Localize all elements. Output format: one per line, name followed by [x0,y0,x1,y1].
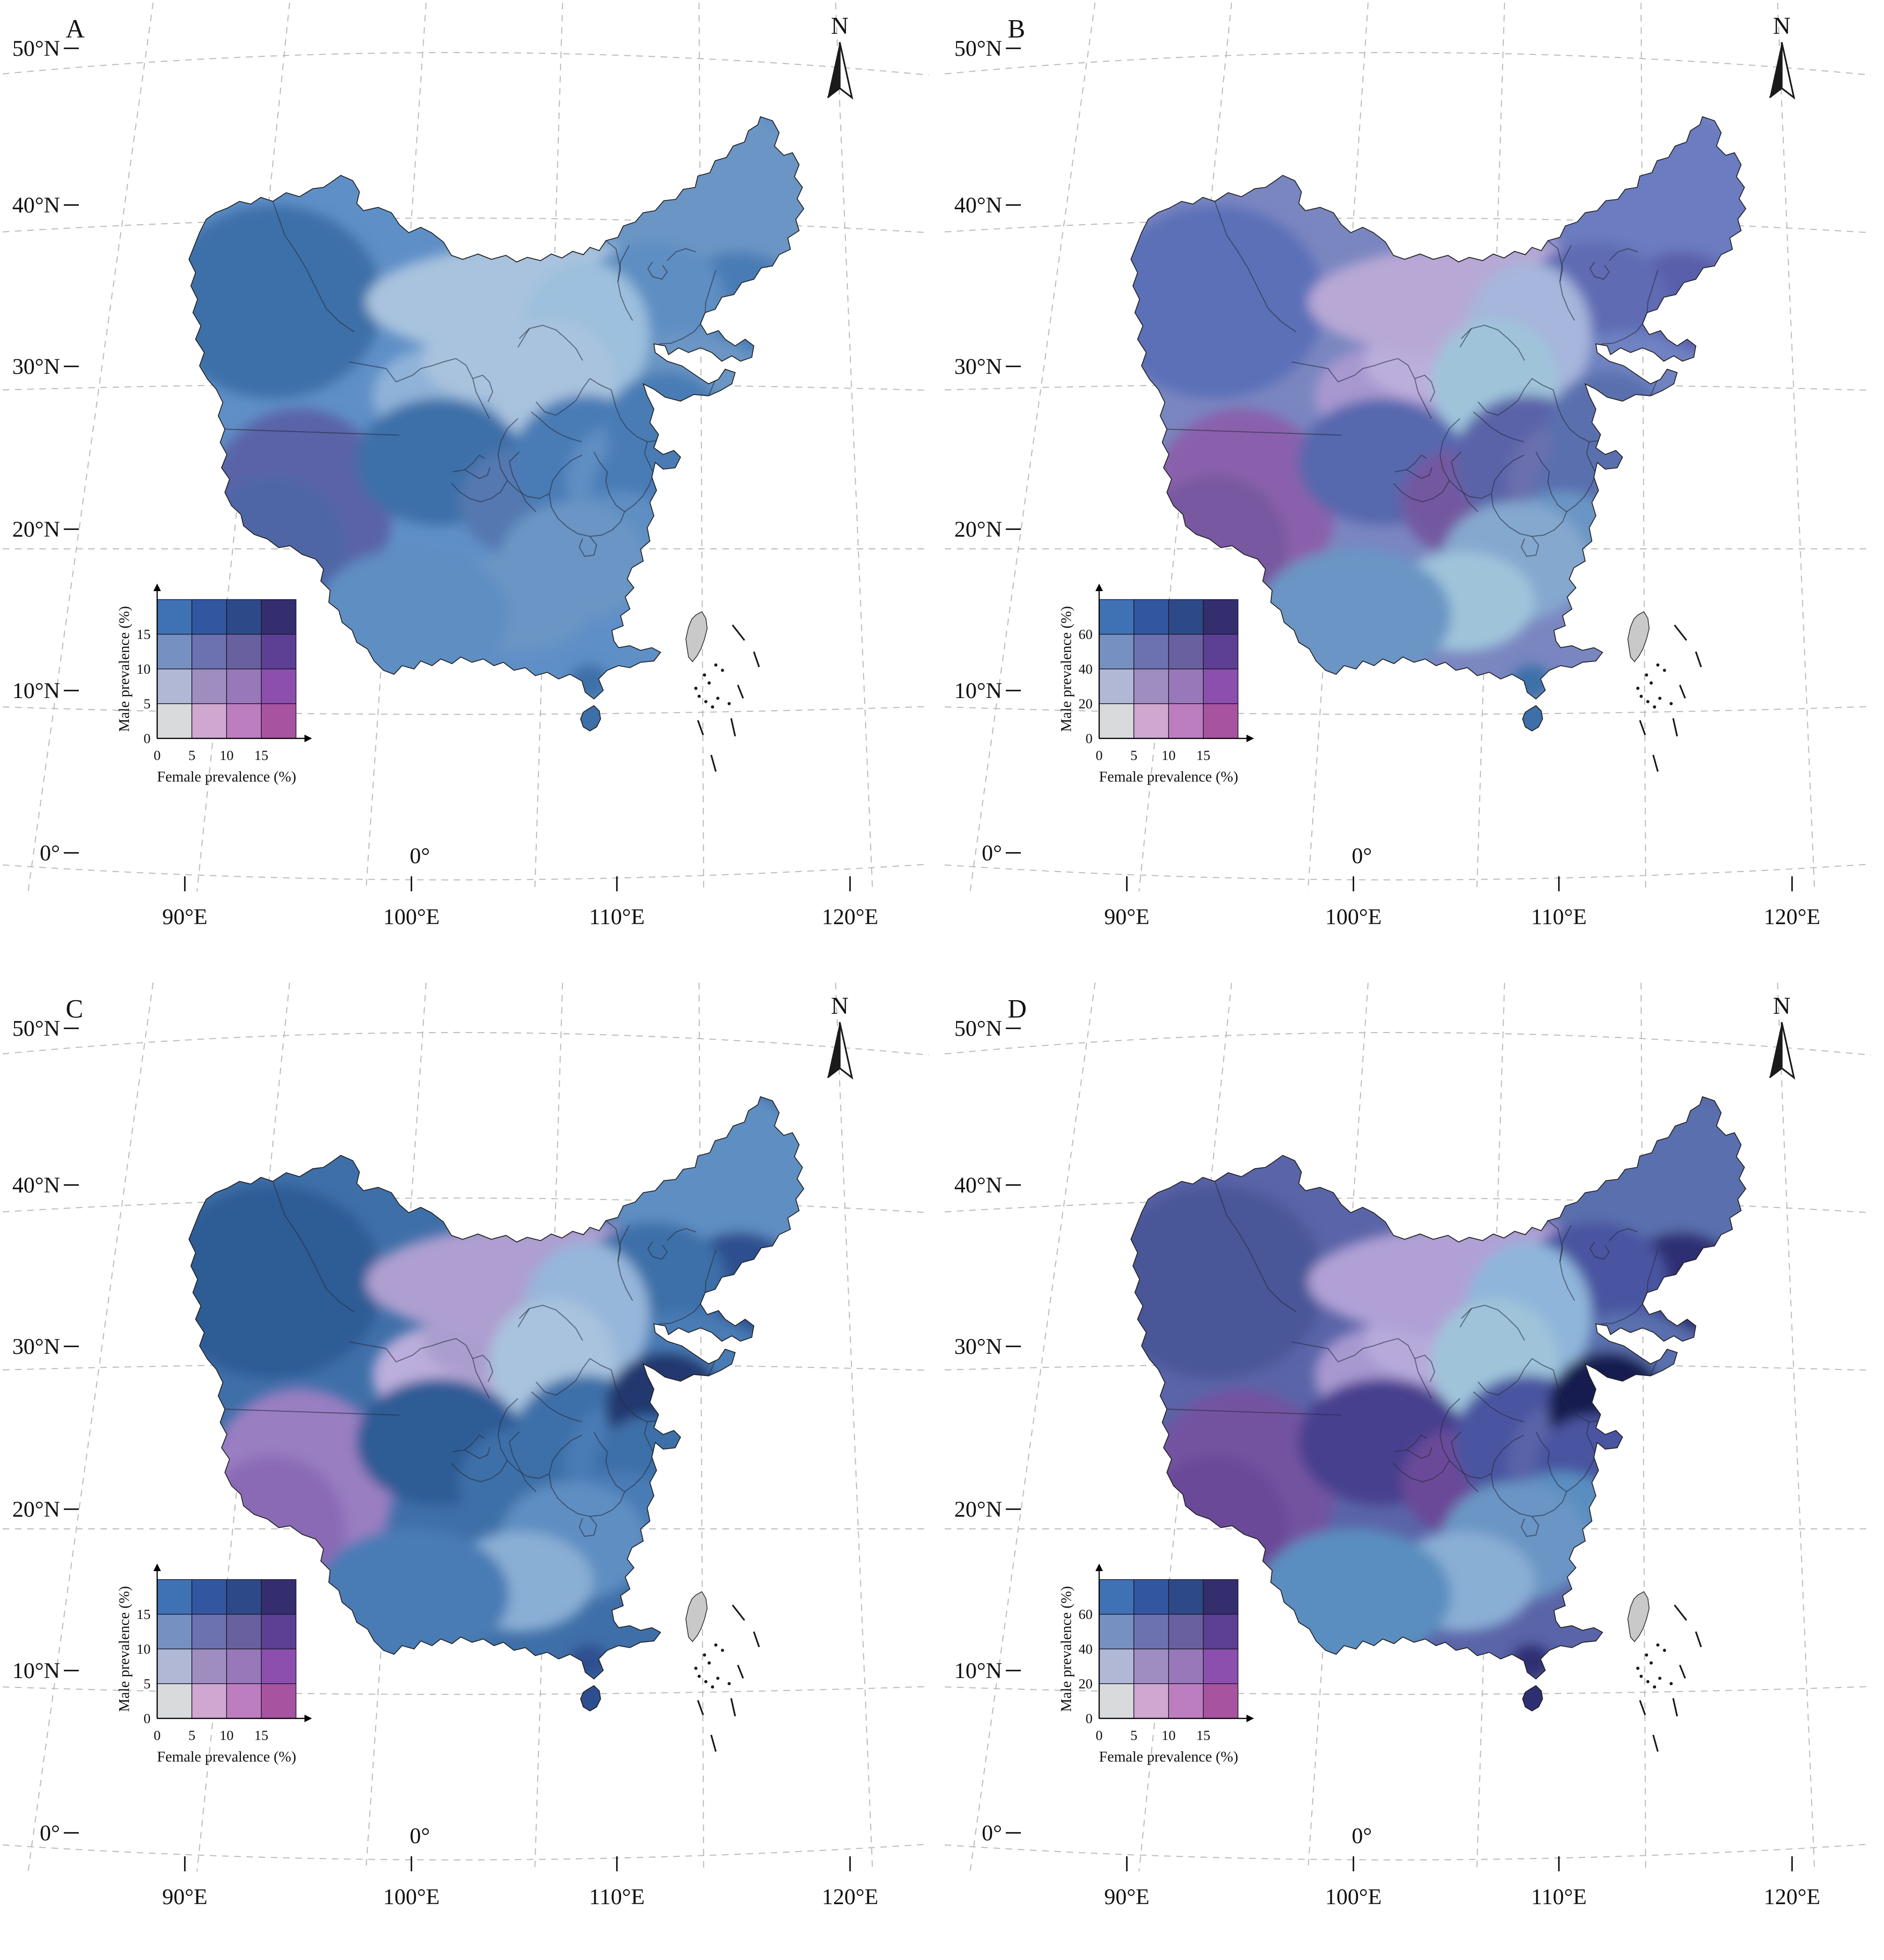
svg-text:40°N: 40°N [12,1173,60,1198]
svg-text:Female prevalence (%): Female prevalence (%) [1099,1748,1238,1765]
svg-text:15: 15 [1196,1728,1210,1743]
svg-text:20°N: 20°N [954,1497,1002,1522]
svg-text:0: 0 [1086,1711,1093,1726]
svg-text:10°N: 10°N [954,678,1002,703]
svg-text:120°E: 120°E [1764,1884,1821,1909]
svg-text:5: 5 [144,696,151,712]
svg-text:10: 10 [1162,748,1176,763]
svg-text:15: 15 [1196,748,1210,763]
svg-text:C: C [66,995,83,1024]
svg-text:90°E: 90°E [1104,1884,1150,1909]
svg-text:10°N: 10°N [12,678,60,703]
svg-text:40°N: 40°N [954,193,1002,218]
svg-text:50°N: 50°N [954,36,1002,61]
svg-text:10: 10 [137,661,151,677]
svg-text:40: 40 [1079,661,1093,677]
svg-text:20°N: 20°N [954,517,1002,542]
svg-text:90°E: 90°E [162,904,208,929]
svg-text:5: 5 [1131,1728,1138,1743]
svg-text:30°N: 30°N [12,354,60,379]
svg-text:100°E: 100°E [383,1884,440,1909]
svg-text:40°N: 40°N [12,193,60,218]
svg-text:20°N: 20°N [12,1497,60,1522]
svg-text:0°: 0° [40,1821,60,1846]
svg-text:120°E: 120°E [822,1884,879,1909]
svg-text:60: 60 [1079,627,1093,642]
svg-text:B: B [1008,15,1025,44]
svg-text:5: 5 [1131,748,1138,763]
svg-text:N: N [1773,13,1791,39]
svg-text:15: 15 [254,748,268,763]
svg-text:N: N [831,13,849,39]
svg-text:20: 20 [1079,1676,1093,1692]
svg-text:10°N: 10°N [12,1658,60,1683]
svg-text:5: 5 [189,748,196,763]
svg-text:15: 15 [137,627,151,642]
svg-text:N: N [831,993,849,1019]
svg-text:D: D [1008,995,1026,1024]
svg-text:Male prevalence (%): Male prevalence (%) [115,1586,132,1712]
svg-text:0°: 0° [410,843,430,868]
svg-text:0°: 0° [982,841,1002,866]
svg-text:5: 5 [144,1676,151,1692]
svg-text:0°: 0° [1352,843,1372,868]
svg-text:50°N: 50°N [954,1016,1002,1041]
svg-text:15: 15 [137,1607,151,1622]
svg-text:110°E: 110°E [589,1884,645,1909]
svg-text:20: 20 [1079,696,1093,712]
svg-text:Female prevalence (%): Female prevalence (%) [157,1748,296,1765]
svg-text:15: 15 [254,1728,268,1743]
svg-text:0: 0 [1096,748,1103,763]
svg-text:30°N: 30°N [954,1334,1002,1359]
svg-text:120°E: 120°E [1764,904,1821,929]
svg-text:120°E: 120°E [822,904,879,929]
svg-text:0: 0 [154,1728,161,1743]
svg-text:50°N: 50°N [12,36,60,61]
svg-text:Male prevalence (%): Male prevalence (%) [115,606,132,732]
svg-text:N: N [1773,993,1791,1019]
svg-text:60: 60 [1079,1607,1093,1622]
svg-text:10: 10 [137,1641,151,1657]
svg-text:Female prevalence (%): Female prevalence (%) [157,768,296,785]
svg-text:Female prevalence (%): Female prevalence (%) [1099,768,1238,785]
svg-text:40°N: 40°N [954,1173,1002,1198]
svg-text:100°E: 100°E [1325,904,1382,929]
svg-text:90°E: 90°E [1104,904,1150,929]
svg-text:100°E: 100°E [1325,1884,1382,1909]
svg-text:0: 0 [144,731,151,746]
svg-text:A: A [66,15,85,44]
svg-text:5: 5 [189,1728,196,1743]
svg-text:20°N: 20°N [12,517,60,542]
svg-text:110°E: 110°E [1531,1884,1587,1909]
svg-text:110°E: 110°E [1531,904,1587,929]
svg-text:50°N: 50°N [12,1016,60,1041]
svg-text:0: 0 [1086,731,1093,746]
svg-text:100°E: 100°E [383,904,440,929]
svg-text:10: 10 [220,1728,234,1743]
svg-text:0: 0 [1096,1728,1103,1743]
svg-text:Male prevalence (%): Male prevalence (%) [1057,606,1074,732]
svg-text:40: 40 [1079,1641,1093,1657]
svg-text:Male prevalence (%): Male prevalence (%) [1057,1586,1074,1712]
svg-text:10: 10 [220,748,234,763]
svg-text:90°E: 90°E [162,1884,208,1909]
svg-text:30°N: 30°N [954,354,1002,379]
svg-text:0: 0 [144,1711,151,1726]
svg-text:0: 0 [154,748,161,763]
svg-text:0°: 0° [40,841,60,866]
svg-text:0°: 0° [982,1821,1002,1846]
svg-text:10: 10 [1162,1728,1176,1743]
svg-text:10°N: 10°N [954,1658,1002,1683]
svg-text:0°: 0° [1352,1823,1372,1848]
svg-text:30°N: 30°N [12,1334,60,1359]
svg-text:0°: 0° [410,1823,430,1848]
svg-text:110°E: 110°E [589,904,645,929]
